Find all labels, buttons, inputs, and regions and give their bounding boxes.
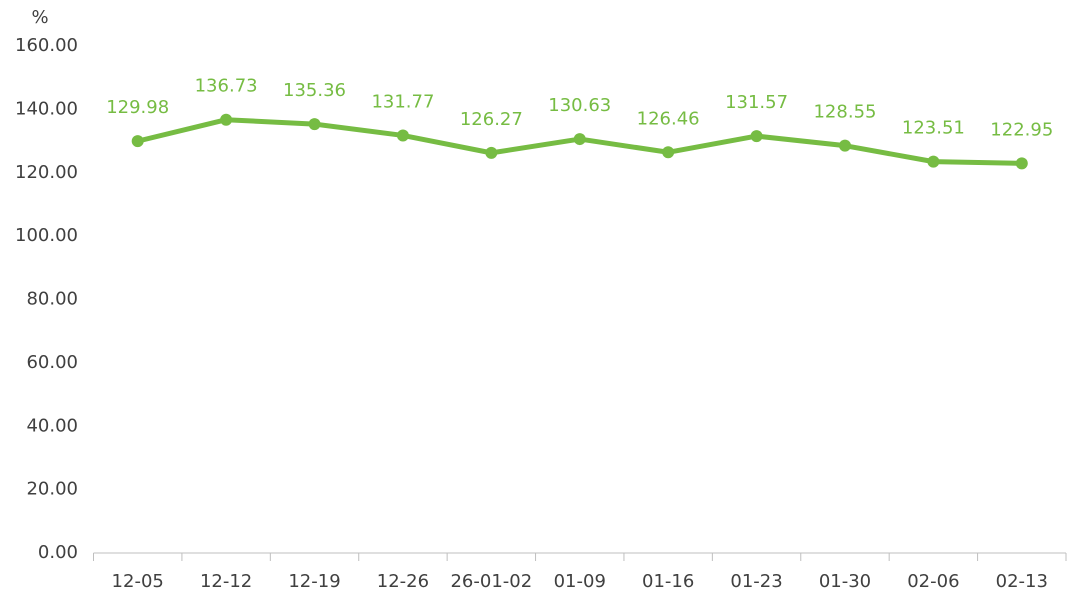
x-tick-label: 02-13 [996,571,1048,592]
marker [396,129,409,142]
x-tick-label: 01-09 [554,571,606,592]
data-label: 126.27 [460,109,523,130]
marker [1015,157,1028,170]
data-label: 126.46 [637,108,700,129]
marker [662,146,675,159]
data-label: 123.51 [902,118,965,139]
y-axis-label: % [31,7,48,28]
marker [308,118,321,131]
x-tick-label: 02-06 [907,571,959,592]
y-tick-label: 0.00 [38,542,78,563]
x-tick-label: 01-23 [730,571,782,592]
y-tick-label: 80.00 [26,289,78,310]
y-tick-label: 60.00 [26,352,78,373]
x-tick-label: 01-30 [819,571,871,592]
y-tick-label: 40.00 [26,415,78,436]
x-tick-label: 26-01-02 [450,571,532,592]
data-label: 131.77 [371,91,434,112]
x-tick-label: 12-05 [112,571,164,592]
data-label: 129.98 [106,97,169,118]
y-tick-label: 120.00 [15,162,78,183]
data-label: 131.57 [725,92,788,113]
y-tick-label: 100.00 [15,225,78,246]
data-label: 135.36 [283,80,346,101]
data-label: 128.55 [813,102,876,123]
marker [750,130,763,143]
marker [838,139,851,152]
y-tick-label: 160.00 [15,35,78,56]
y-tick-label: 140.00 [15,98,78,119]
marker [927,155,940,168]
x-tick-label: 12-12 [200,571,252,592]
data-label: 122.95 [990,119,1053,140]
data-label: 130.63 [548,95,611,116]
x-tick-label: 01-16 [642,571,694,592]
marker [220,113,233,126]
marker [485,146,498,159]
y-tick-label: 20.00 [26,479,78,500]
x-tick-label: 12-19 [288,571,340,592]
marker [131,135,144,148]
marker [573,133,586,146]
x-tick-label: 12-26 [377,571,429,592]
data-label: 136.73 [195,76,258,97]
